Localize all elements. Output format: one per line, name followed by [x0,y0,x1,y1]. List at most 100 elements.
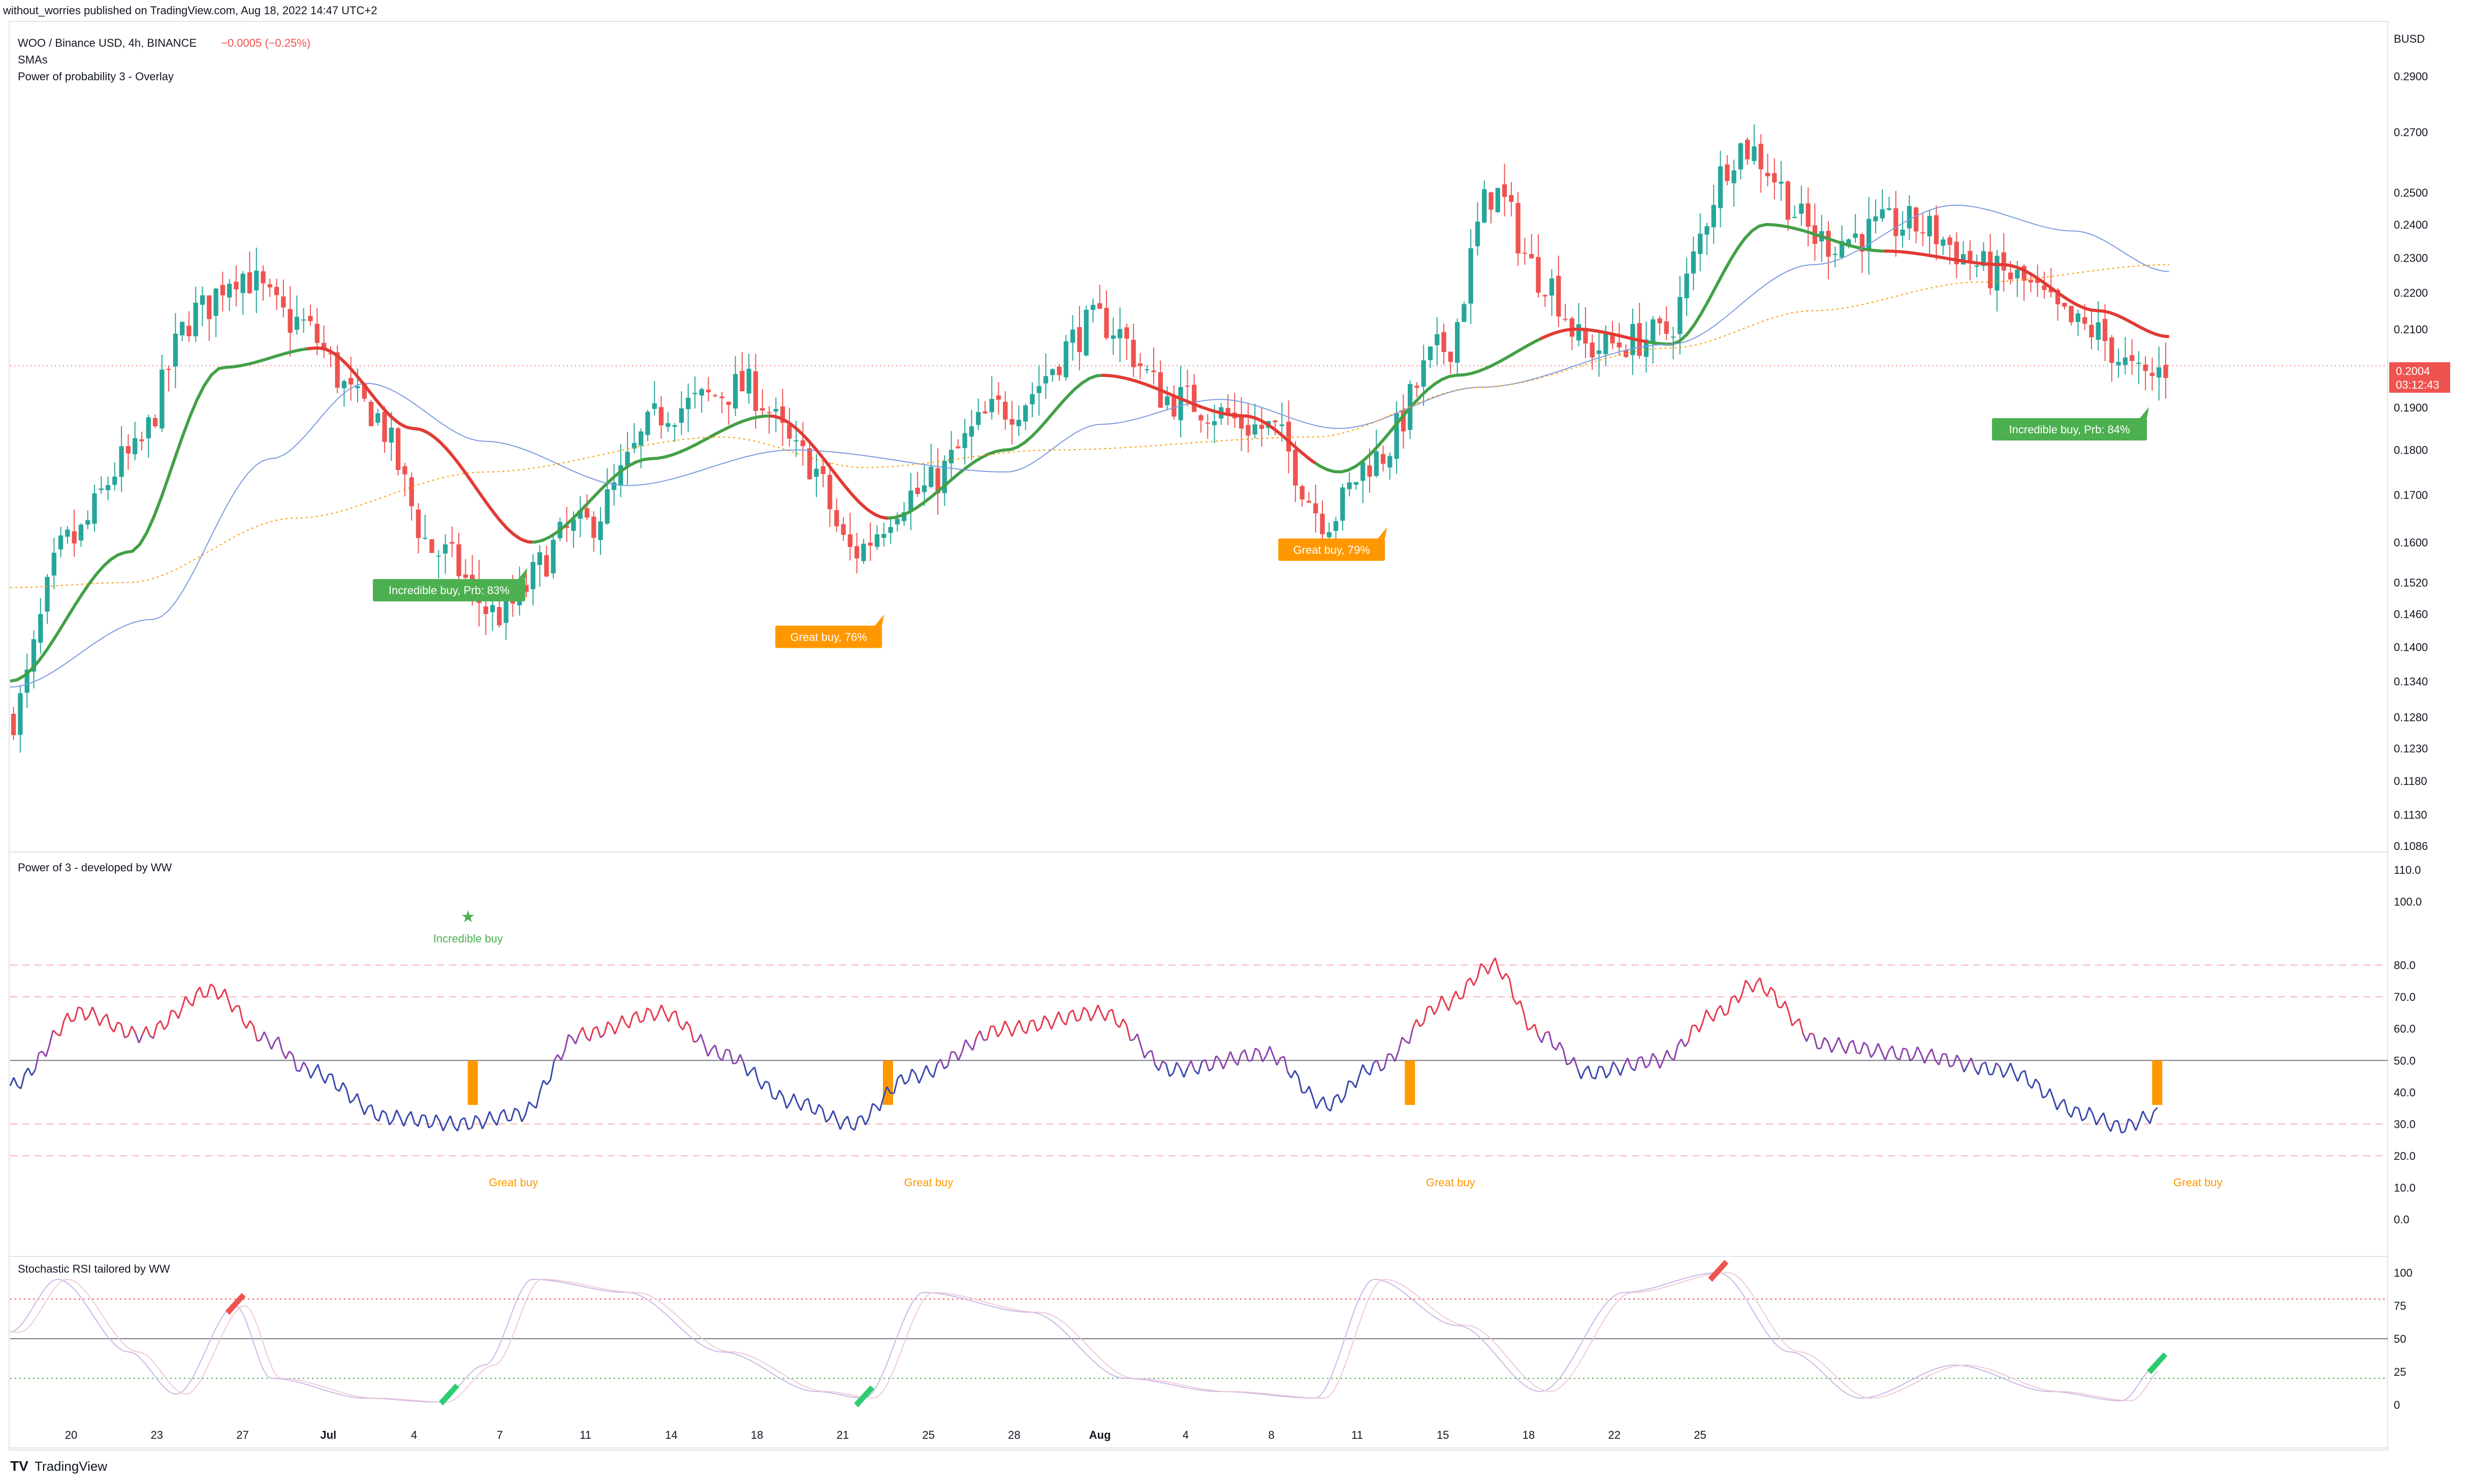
power-line-segment [1073,1010,1076,1021]
power-line-segment [1084,1007,1087,1011]
power-pane-title[interactable]: Power of 3 - developed by WW [18,861,172,874]
power-line-segment [1932,1049,1936,1061]
candle-body [1050,369,1055,375]
power-line-segment [339,1083,343,1091]
last-price: 0.2004 [2396,365,2430,377]
power-line-segment [847,1116,851,1128]
power-line-segment [822,1109,826,1122]
power-line-segment [1309,1086,1313,1097]
power-line-segment [801,1101,805,1111]
power-line-segment [1921,1054,1924,1063]
candle-body [834,510,839,526]
power-line-segment [1903,1048,1907,1049]
candle-body [180,322,184,335]
buy-label-pointer [875,615,884,626]
power-line-segment [35,1053,39,1070]
candle-body [1516,203,1520,253]
candle-body [268,284,272,287]
overlay-legend[interactable]: Power of probability 3 - Overlay [18,70,174,83]
power-line-segment [511,1108,515,1120]
power-line-segment [798,1103,801,1111]
power-line-segment [1313,1097,1316,1109]
candle-body [1124,327,1129,338]
candle-body [1994,256,1999,291]
power-line-segment [322,1076,325,1084]
power-line-segment [1284,1057,1288,1072]
candle-body [1853,233,1858,238]
power-line-segment [221,989,225,996]
candle-body [1097,303,1102,309]
power-line-segment [1560,1042,1563,1049]
power-line-segment [705,1045,708,1056]
power-line-segment [171,1011,175,1012]
power-line-segment [686,1022,690,1027]
sma-legend[interactable]: SMAs [18,53,48,66]
power-line-segment [168,1011,171,1025]
power-line-segment [1323,1097,1327,1108]
candle-body [315,324,320,343]
candle-body [1414,386,1419,388]
candle-body [1111,335,1116,338]
stoch-pane-title[interactable]: Stochastic RSI tailored by WW [18,1262,170,1275]
power-line-segment [1180,1068,1184,1078]
price-tick: 0.1520 [2394,576,2428,589]
candle-body [1030,394,1034,404]
power-line-segment [629,1016,633,1028]
candle-body [1698,234,1702,254]
sma-line-bearish [1101,375,1315,463]
power-line-segment [429,1125,432,1128]
candle-body [531,562,535,589]
power-line-segment [794,1094,798,1103]
power-line-segment [1803,1033,1807,1041]
power-line-segment [919,1075,923,1084]
candle-body [261,271,265,283]
price-tick: 0.2900 [2394,70,2428,83]
candle-body [1677,297,1682,334]
power-line-segment [1470,978,1474,986]
price-tick: 0.2500 [2394,186,2428,199]
candle-body [1286,422,1291,452]
power-line-segment [1992,1063,1996,1075]
time-tick: 21 [837,1429,849,1441]
candle-body [443,544,448,553]
power-line-segment [1839,1037,1842,1047]
candle-body [1462,304,1466,322]
power-line-segment [78,1007,82,1008]
power-tick: 0.0 [2394,1213,2410,1226]
candle-body [1988,251,1992,288]
power-line-segment [1506,973,1509,979]
power-line-segment [923,1065,926,1075]
power-line-segment [1059,1012,1062,1021]
power-line-segment [1621,1065,1624,1076]
price-axis[interactable]: 0.29000.27000.25000.24000.23000.22000.21… [2394,70,2428,852]
power-line-segment [364,1107,368,1115]
power-line-segment [1682,1039,1685,1047]
power-line-segment [1831,1046,1835,1053]
candle-body [2109,337,2114,363]
power-line-segment [540,1080,543,1092]
power-line-segment [307,1068,311,1078]
price-plot[interactable]: Incredible buy, Prb: 83%Great buy, 76%Gr… [10,124,2388,753]
candle-body [1070,330,1075,343]
candle-body [1590,342,1595,357]
power-line-segment [1209,1068,1213,1071]
candle-body [1920,232,1925,233]
power-line-segment [1595,1066,1599,1079]
power-line-segment [1603,1067,1606,1078]
candle-body [2157,367,2161,377]
power-line-segment [2111,1121,2114,1131]
power-line-segment [1703,1010,1706,1022]
power-line-segment [1878,1044,1882,1052]
power-line-segment [1169,1073,1173,1076]
candle-body [2143,364,2148,371]
power-line-segment [1370,1063,1374,1075]
power-line-segment [2053,1099,2057,1110]
power-line-segment [278,1037,282,1051]
tradingview-logo[interactable]: TV TradingView [10,1458,107,1474]
power-line-segment [139,1034,143,1043]
power-line-segment [1771,987,1775,991]
candle-body [686,398,690,409]
